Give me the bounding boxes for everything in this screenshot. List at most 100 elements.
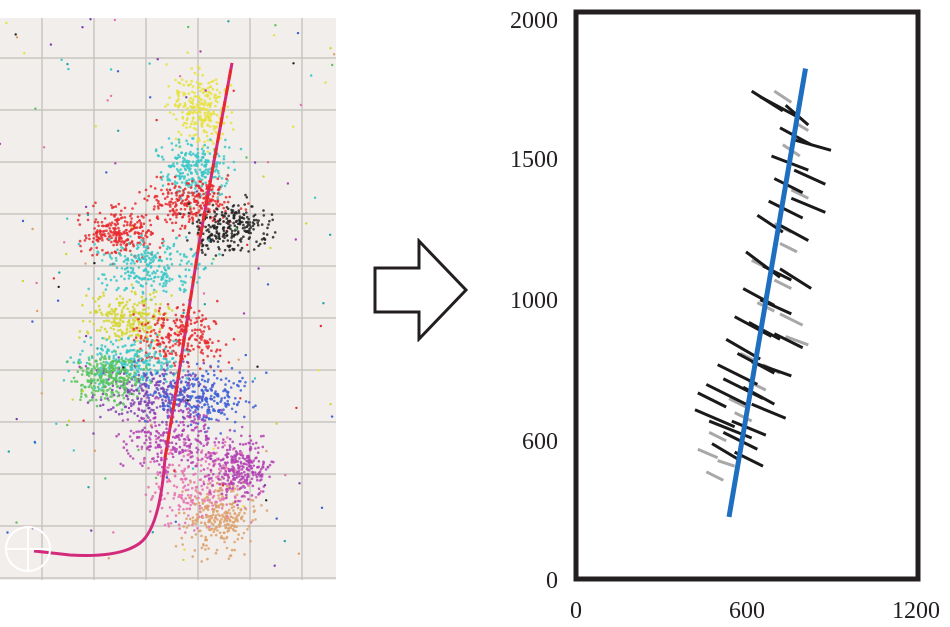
event-dot (265, 233, 269, 236)
event-dot (200, 242, 203, 245)
event-dot (177, 106, 180, 109)
event-dot (154, 254, 157, 257)
event-dot (191, 90, 194, 94)
event-dot (233, 224, 237, 227)
event-dot (183, 288, 186, 291)
event-dot (189, 171, 193, 174)
event-dot (206, 87, 210, 90)
event-dot (174, 221, 178, 224)
event-dot (184, 224, 187, 228)
event-dot (214, 104, 217, 108)
event-dot (222, 157, 226, 161)
event-dot (125, 243, 128, 246)
event-dot (189, 186, 193, 189)
event-dot (131, 305, 135, 309)
event-dot (158, 246, 162, 249)
event-dot (158, 333, 161, 337)
event-dot (177, 169, 180, 173)
event-dot (199, 351, 203, 354)
x-tick-label: 1200 (892, 598, 940, 624)
event-dot (198, 276, 201, 279)
event-dot (120, 315, 123, 318)
event-dot (219, 369, 222, 373)
event-dot (197, 109, 201, 113)
event-dot (215, 97, 218, 100)
event-dot (154, 148, 158, 151)
event-dot (161, 326, 164, 329)
event-dot (78, 336, 81, 339)
event-dot (102, 291, 105, 295)
event-dot (207, 325, 210, 328)
event-dot (206, 146, 210, 149)
event-dot (129, 214, 132, 218)
event-dot (183, 175, 186, 178)
event-dot (145, 312, 148, 316)
event-dot (96, 250, 99, 253)
event-dot (235, 232, 239, 236)
event-dot (157, 275, 160, 279)
event-dot (218, 175, 221, 178)
event-dot (137, 317, 140, 321)
event-dot (118, 338, 121, 342)
event-dot (88, 320, 92, 323)
event-dot (86, 218, 90, 222)
event-dot (201, 232, 205, 235)
event-dot (159, 203, 163, 207)
event-dot (141, 285, 145, 288)
event-dot (225, 217, 229, 220)
event-dot (183, 121, 186, 125)
event-dot (108, 310, 112, 314)
event-dot (222, 220, 225, 223)
event-dot (262, 214, 266, 217)
event-dot (120, 309, 124, 312)
event-dot (112, 227, 115, 230)
event-dot (158, 282, 162, 286)
event-dot (140, 295, 144, 299)
event-dot (113, 275, 116, 279)
event-dot (195, 214, 198, 217)
event-dot (203, 153, 206, 156)
event-dot (112, 233, 115, 237)
event-dot (113, 250, 117, 253)
event-dot (197, 192, 201, 196)
event-dot (154, 308, 157, 312)
event-dot (174, 313, 178, 317)
map-background (0, 18, 336, 580)
event-dot (106, 237, 109, 241)
event-dot (120, 267, 124, 270)
event-dot (124, 332, 127, 336)
event-dot (204, 181, 207, 185)
event-dot (132, 313, 135, 316)
event-dot (206, 139, 210, 142)
event-dot (270, 213, 274, 216)
event-dot (161, 274, 165, 278)
event-dot (136, 329, 139, 332)
event-dot (174, 342, 177, 346)
event-dot (142, 245, 146, 249)
event-dot (187, 353, 190, 356)
event-dot (192, 207, 196, 210)
event-dot (232, 204, 236, 207)
event-dot (156, 251, 159, 255)
event-dot (126, 223, 129, 227)
event-dot (160, 146, 164, 149)
event-dot (187, 191, 190, 194)
event-dot (191, 85, 195, 88)
event-dot (225, 234, 228, 238)
event-dot (161, 175, 165, 178)
event-dot (145, 231, 148, 235)
event-dot (87, 233, 91, 237)
event-dot (205, 163, 208, 166)
event-dot (201, 87, 204, 91)
event-dot (134, 316, 138, 319)
event-dot (173, 180, 177, 183)
event-dot (183, 354, 187, 358)
event-dot (180, 279, 183, 283)
event-dot (195, 122, 199, 126)
event-dot (103, 229, 106, 233)
event-dot (199, 89, 202, 93)
event-dot (216, 199, 220, 202)
event-dot (211, 203, 215, 207)
event-dot (99, 295, 102, 299)
event-dot (203, 140, 206, 144)
